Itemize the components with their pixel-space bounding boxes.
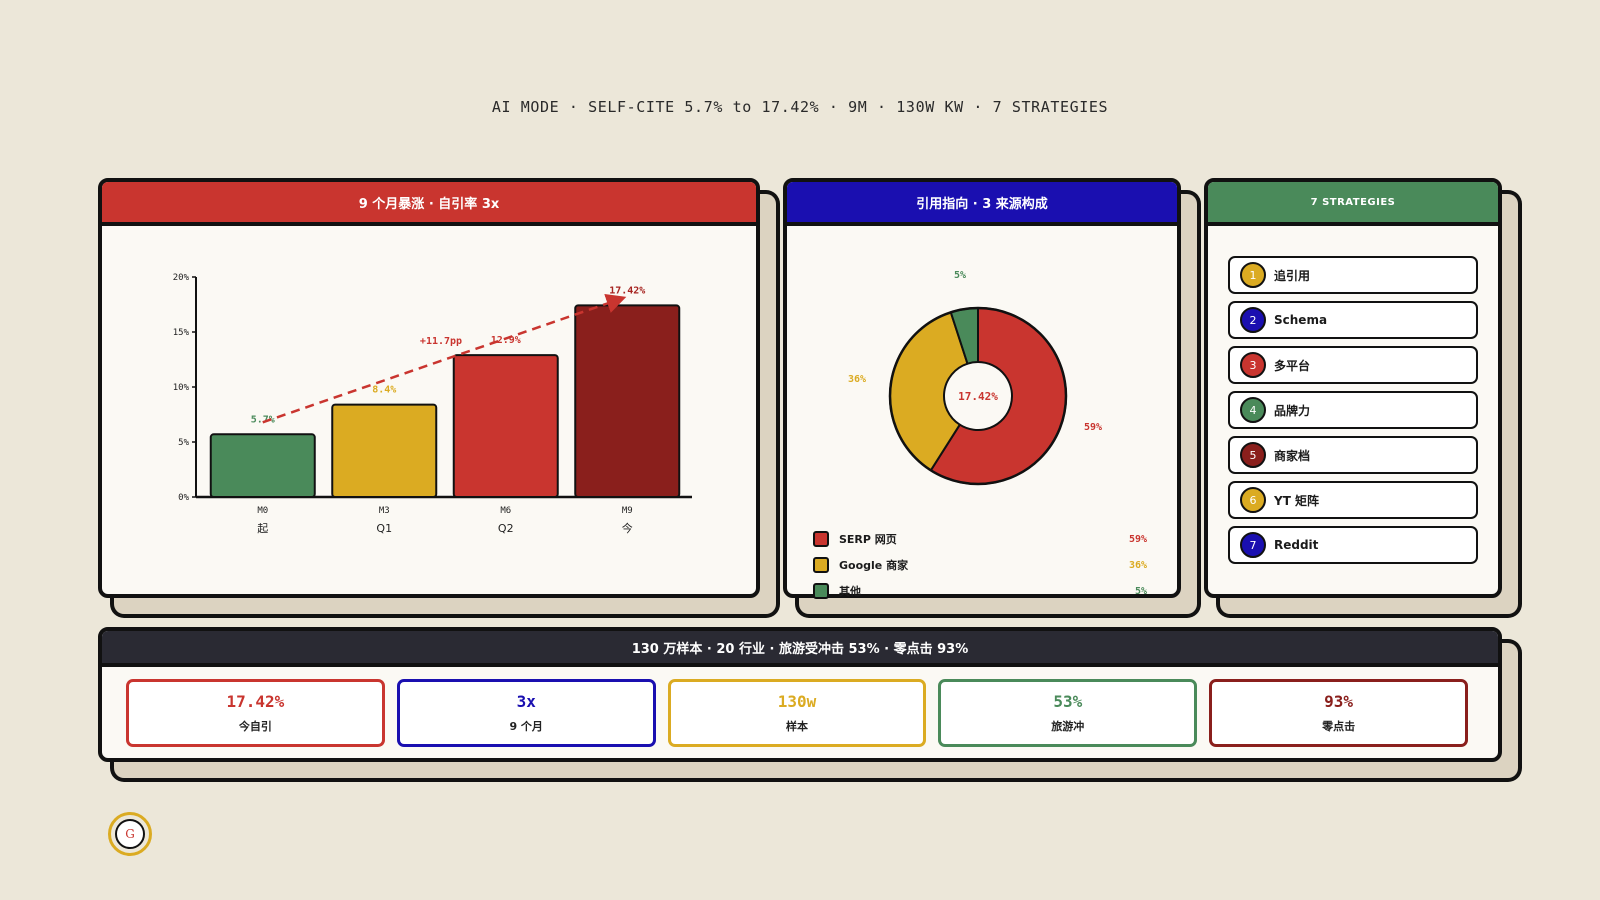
x-sublabel: 起 — [257, 522, 268, 535]
strategy-label: Schema — [1274, 313, 1328, 327]
stat-cards: 17.42% 今自引 3x 9 个月 130w 样本 53% 旅游冲 93% 零点击 — [126, 679, 1468, 747]
strategy-number: 3 — [1240, 352, 1266, 378]
x-tick-label: M0 — [257, 506, 268, 516]
legend-value: 36% — [1128, 559, 1147, 571]
legend-swatch — [813, 531, 829, 547]
stat-label: 旅游冲 — [1051, 720, 1085, 733]
sources-donut-chart: 59% 36% 5% 17.42% — [848, 270, 1102, 486]
strategies-panel-title: 7 STRATEGIES — [1208, 182, 1498, 226]
sources-panel-title: 引用指向 · 3 来源构成 — [787, 182, 1177, 226]
bar-m3 — [331, 403, 438, 499]
y-tick-label: 0% — [178, 493, 189, 503]
bar-value-label: 5.7% — [251, 414, 275, 425]
stat-value: 17.42% — [226, 692, 285, 711]
strategy-item: 7 Reddit — [1228, 526, 1478, 564]
bar-value-label: 8.4% — [372, 385, 396, 396]
strategy-number: 7 — [1240, 532, 1266, 558]
slice-label: 36% — [848, 374, 866, 385]
bar-value-label: 17.42% — [609, 285, 645, 296]
stat-card: 93% 零点击 — [1209, 679, 1468, 747]
strategy-number: 5 — [1240, 442, 1266, 468]
legend-name: SERP 网页 — [839, 533, 897, 546]
legend-item: 其他 5% — [813, 578, 1147, 604]
stat-label: 9 个月 — [509, 720, 543, 733]
bar-m6 — [452, 354, 559, 498]
strategy-number: 4 — [1240, 397, 1266, 423]
strategy-label: YT 矩阵 — [1274, 493, 1320, 508]
trend-arrow — [262, 294, 627, 424]
x-tick-label: M6 — [500, 506, 511, 516]
stat-card: 130w 样本 — [667, 679, 927, 747]
y-tick-label: 15% — [173, 328, 190, 338]
donut-outline — [888, 306, 1068, 486]
legend-name: Google 商家 — [839, 559, 909, 572]
legend-item: SERP 网页 59% — [813, 526, 1147, 552]
stats-panel: 130 万样本 · 20 行业 · 旅游受冲击 53% · 零点击 93% 17… — [98, 627, 1502, 762]
legend-item: Google 商家 36% — [813, 552, 1147, 578]
strategy-number: 1 — [1240, 262, 1266, 288]
x-sublabel: Q1 — [376, 522, 392, 535]
strategy-label: 追引用 — [1274, 268, 1311, 283]
strategy-label: 商家档 — [1274, 448, 1311, 463]
stat-label: 零点击 — [1322, 720, 1356, 733]
brand-logo: G — [108, 812, 152, 856]
growth-panel: 9 个月暴涨 · 自引率 3x 0% 5% 10% 15% 20% 5.7% M0 起 8.4%… — [98, 178, 760, 598]
strategy-number: 2 — [1240, 307, 1266, 333]
strategy-item: 3 多平台 — [1228, 346, 1478, 384]
strategy-item: 4 品牌力 — [1228, 391, 1478, 429]
stat-value: 53% — [1053, 692, 1083, 711]
stat-label: 今自引 — [238, 720, 272, 733]
stat-value: 130w — [777, 692, 817, 711]
stat-label: 样本 — [785, 720, 808, 733]
legend-name: 其他 — [839, 585, 861, 598]
x-sublabel: Q2 — [498, 522, 514, 535]
strategy-item: 1 追引用 — [1228, 256, 1478, 294]
sources-panel: 引用指向 · 3 来源构成 59% 36% 5% 17.42% SERP 网页 59% G… — [783, 178, 1181, 599]
bar-value-label: 12.9% — [491, 335, 521, 346]
strategy-number: 6 — [1240, 487, 1266, 513]
growth-panel-title: 9 个月暴涨 · 自引率 3x — [102, 182, 756, 226]
strategy-label: 品牌力 — [1274, 403, 1311, 418]
logo-letter: G — [115, 819, 145, 849]
x-tick-label: M3 — [379, 506, 390, 516]
strategy-label: Reddit — [1274, 538, 1319, 552]
stat-value: 3x — [516, 692, 536, 711]
strategy-item: 2 Schema — [1228, 301, 1478, 339]
stat-card: 3x 9 个月 — [396, 679, 656, 747]
slice-label: 59% — [1084, 422, 1102, 433]
donut-center-label: 17.42% — [958, 390, 998, 403]
trend-annotation: +11.7pp — [420, 336, 462, 347]
bar-m0 — [209, 433, 316, 499]
slice-label: 5% — [954, 270, 966, 281]
stats-panel-title: 130 万样本 · 20 行业 · 旅游受冲击 53% · 零点击 93% — [102, 631, 1498, 667]
stat-value: 93% — [1324, 692, 1354, 711]
strategy-label: 多平台 — [1274, 358, 1311, 373]
strategy-item: 6 YT 矩阵 — [1228, 481, 1478, 519]
x-sublabel: 今 — [622, 521, 633, 535]
legend-swatch — [813, 583, 829, 599]
y-tick-label: 20% — [173, 273, 190, 283]
legend-swatch — [813, 557, 829, 573]
page-subtitle: AI MODE · SELF-CITE 5.7% to 17.42% · 9M … — [491, 98, 1109, 116]
y-tick-label: 10% — [173, 383, 190, 393]
legend-value: 5% — [1134, 585, 1147, 597]
bar-m9 — [574, 304, 681, 498]
strategies-list: 1 追引用 2 Schema 3 多平台 4 品牌力 5 商家档 6 YT 矩阵 7 Reddit — [1228, 256, 1478, 571]
stat-card: 17.42% 今自引 — [126, 679, 385, 747]
strategies-panel: 7 STRATEGIES 1 追引用 2 Schema 3 多平台 4 品牌力 5 商家档 6 YT … — [1204, 178, 1502, 598]
growth-bar-chart: 0% 5% 10% 15% 20% 5.7% M0 起 8.4% M3 Q1 12.9% M6 Q2 17.… — [173, 273, 692, 535]
legend-value: 59% — [1128, 533, 1147, 545]
y-tick-label: 5% — [178, 438, 189, 448]
x-tick-label: M9 — [622, 506, 633, 516]
strategy-item: 5 商家档 — [1228, 436, 1478, 474]
stat-card: 53% 旅游冲 — [938, 679, 1198, 747]
sources-legend: SERP 网页 59% Google 商家 36% 其他 5% — [813, 526, 1147, 604]
